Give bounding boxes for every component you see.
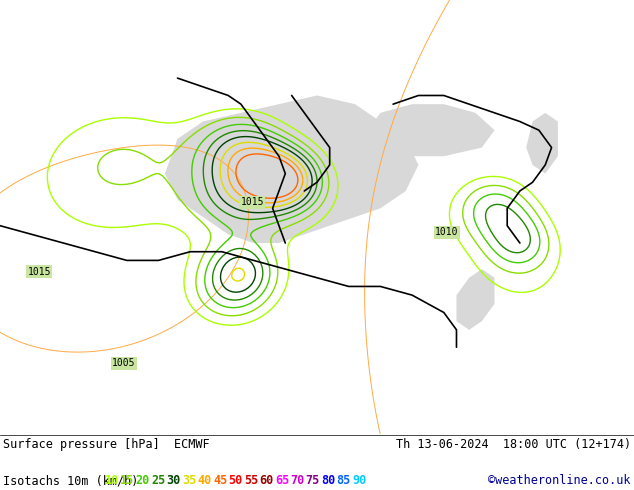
Text: 1010: 1010 xyxy=(435,227,459,237)
Text: 75: 75 xyxy=(306,474,320,487)
Text: 40: 40 xyxy=(198,474,212,487)
Text: 15: 15 xyxy=(120,474,134,487)
Polygon shape xyxy=(526,113,558,173)
Text: 70: 70 xyxy=(290,474,304,487)
Text: 45: 45 xyxy=(213,474,227,487)
Text: 1005: 1005 xyxy=(112,358,136,368)
Polygon shape xyxy=(456,269,495,330)
Text: 65: 65 xyxy=(275,474,289,487)
Text: 60: 60 xyxy=(259,474,274,487)
Text: 10: 10 xyxy=(105,474,119,487)
Text: Th 13-06-2024  18:00 UTC (12+174): Th 13-06-2024 18:00 UTC (12+174) xyxy=(396,438,631,451)
Text: 20: 20 xyxy=(136,474,150,487)
Text: 90: 90 xyxy=(352,474,366,487)
Text: 35: 35 xyxy=(182,474,197,487)
Text: 85: 85 xyxy=(337,474,351,487)
Text: Isotachs 10m (km/h): Isotachs 10m (km/h) xyxy=(3,474,138,487)
Text: 55: 55 xyxy=(244,474,258,487)
Polygon shape xyxy=(165,96,418,243)
Text: 80: 80 xyxy=(321,474,335,487)
Text: 50: 50 xyxy=(228,474,243,487)
Polygon shape xyxy=(368,104,495,156)
Text: 1015: 1015 xyxy=(27,267,51,277)
Text: Surface pressure [hPa]  ECMWF: Surface pressure [hPa] ECMWF xyxy=(3,438,210,451)
Text: 25: 25 xyxy=(151,474,165,487)
Text: 1015: 1015 xyxy=(240,197,264,207)
Text: 30: 30 xyxy=(167,474,181,487)
Text: ©weatheronline.co.uk: ©weatheronline.co.uk xyxy=(488,474,630,487)
